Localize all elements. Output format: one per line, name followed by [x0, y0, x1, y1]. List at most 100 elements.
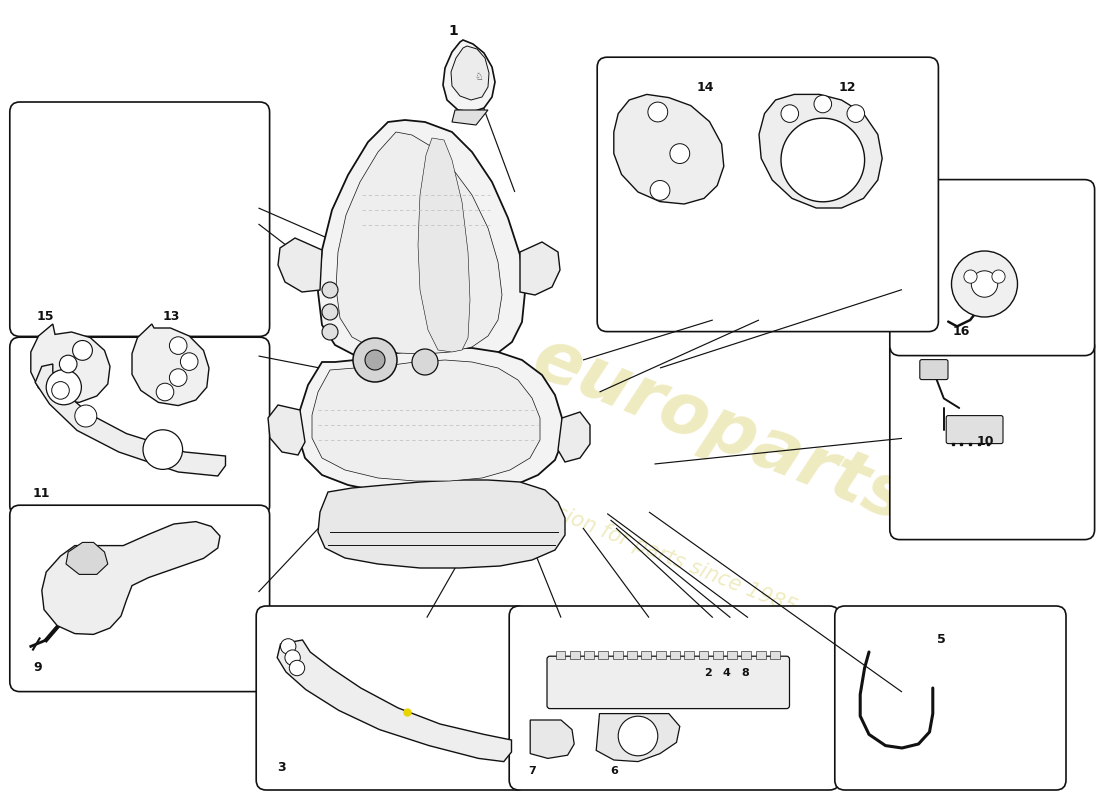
Polygon shape: [277, 640, 512, 762]
FancyBboxPatch shape: [547, 656, 790, 709]
Bar: [670, 651, 680, 659]
Circle shape: [618, 716, 658, 756]
Polygon shape: [318, 480, 565, 568]
Bar: [584, 651, 594, 659]
Circle shape: [971, 270, 998, 297]
Circle shape: [52, 382, 69, 399]
Circle shape: [180, 353, 198, 370]
Circle shape: [365, 350, 385, 370]
Text: europarts: europarts: [522, 323, 918, 537]
Circle shape: [650, 181, 670, 200]
Bar: [727, 651, 737, 659]
Bar: [641, 651, 651, 659]
Bar: [770, 651, 780, 659]
Bar: [698, 651, 708, 659]
Polygon shape: [298, 348, 562, 495]
Text: 8: 8: [741, 669, 749, 678]
Polygon shape: [452, 110, 488, 125]
Circle shape: [781, 118, 865, 202]
Circle shape: [992, 270, 1005, 283]
FancyBboxPatch shape: [920, 359, 948, 379]
Polygon shape: [596, 714, 680, 762]
Circle shape: [847, 105, 865, 122]
Circle shape: [75, 405, 97, 427]
Circle shape: [670, 144, 690, 163]
Circle shape: [781, 105, 799, 122]
Circle shape: [322, 324, 338, 340]
Text: 14: 14: [696, 82, 714, 94]
Circle shape: [814, 95, 832, 113]
Text: 4: 4: [723, 669, 730, 678]
Bar: [756, 651, 766, 659]
Circle shape: [143, 430, 183, 470]
Text: 6: 6: [610, 766, 618, 776]
Polygon shape: [31, 324, 110, 402]
Circle shape: [46, 370, 81, 405]
Polygon shape: [35, 364, 226, 476]
Circle shape: [156, 383, 174, 401]
FancyBboxPatch shape: [890, 338, 1094, 539]
Polygon shape: [318, 120, 525, 365]
FancyBboxPatch shape: [597, 57, 938, 331]
Polygon shape: [336, 132, 502, 354]
Circle shape: [73, 341, 92, 360]
Circle shape: [353, 338, 397, 382]
Bar: [556, 651, 565, 659]
Text: 1: 1: [449, 24, 459, 38]
Text: 16: 16: [953, 325, 970, 338]
Polygon shape: [418, 138, 470, 352]
Polygon shape: [42, 522, 220, 634]
Circle shape: [322, 282, 338, 298]
Circle shape: [322, 304, 338, 320]
Circle shape: [289, 660, 305, 676]
Polygon shape: [614, 94, 724, 204]
Text: a passion for parts since 1985: a passion for parts since 1985: [500, 482, 800, 618]
FancyBboxPatch shape: [835, 606, 1066, 790]
Text: 12: 12: [838, 82, 856, 94]
Text: 9: 9: [33, 661, 42, 674]
FancyBboxPatch shape: [890, 180, 1094, 355]
Polygon shape: [759, 94, 882, 208]
Circle shape: [169, 369, 187, 386]
FancyBboxPatch shape: [509, 606, 839, 790]
Circle shape: [280, 638, 296, 654]
Circle shape: [285, 650, 300, 666]
Polygon shape: [530, 720, 574, 758]
Circle shape: [59, 355, 77, 373]
Text: 2: 2: [704, 669, 712, 678]
FancyBboxPatch shape: [10, 102, 269, 336]
Bar: [713, 651, 723, 659]
Text: 3: 3: [277, 762, 286, 774]
Circle shape: [169, 337, 187, 354]
Circle shape: [952, 251, 1018, 317]
Polygon shape: [443, 40, 495, 112]
Text: 15: 15: [36, 310, 54, 323]
Bar: [613, 651, 623, 659]
Polygon shape: [520, 242, 560, 295]
Text: 13: 13: [163, 310, 180, 323]
Polygon shape: [66, 542, 108, 574]
Polygon shape: [278, 238, 322, 292]
Polygon shape: [312, 360, 540, 481]
FancyBboxPatch shape: [946, 415, 1003, 443]
Bar: [741, 651, 751, 659]
Circle shape: [964, 270, 977, 283]
Circle shape: [648, 102, 668, 122]
Polygon shape: [451, 46, 490, 100]
Bar: [684, 651, 694, 659]
Text: ♘: ♘: [474, 72, 483, 82]
Bar: [627, 651, 637, 659]
Bar: [656, 651, 666, 659]
Text: 7: 7: [528, 766, 536, 776]
FancyBboxPatch shape: [10, 506, 269, 691]
FancyBboxPatch shape: [256, 606, 527, 790]
Polygon shape: [132, 324, 209, 406]
Text: 11: 11: [33, 487, 51, 500]
Bar: [570, 651, 580, 659]
Bar: [598, 651, 608, 659]
Circle shape: [412, 349, 438, 375]
Polygon shape: [558, 412, 590, 462]
Text: 10: 10: [977, 435, 994, 448]
Text: 5: 5: [937, 634, 946, 646]
FancyBboxPatch shape: [10, 338, 269, 516]
